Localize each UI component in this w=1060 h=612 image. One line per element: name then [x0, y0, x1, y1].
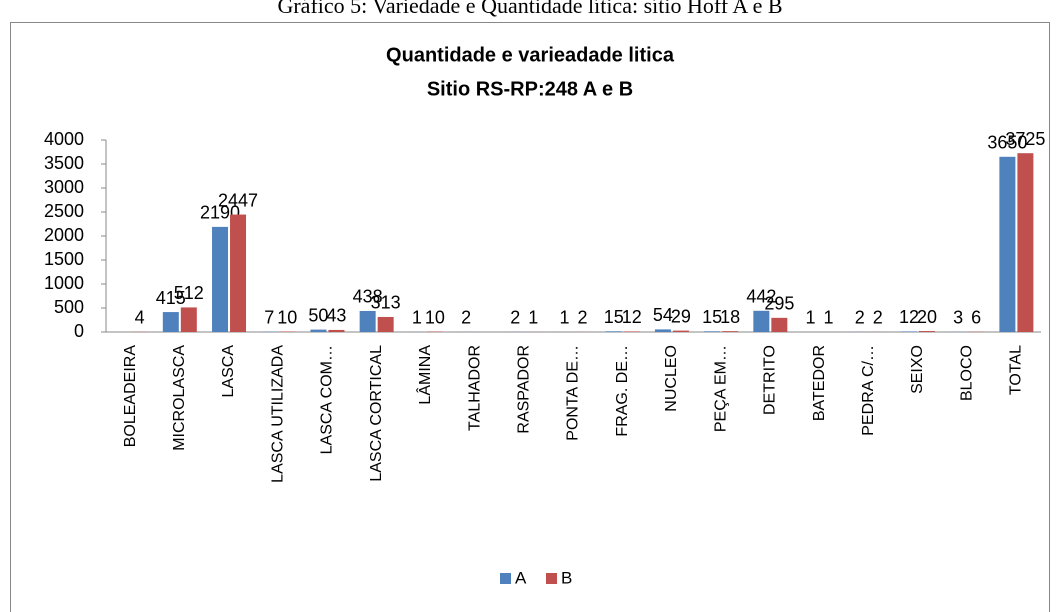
x-tick-label: LASCA COM…	[319, 345, 336, 454]
value-label: 10	[425, 307, 445, 327]
value-label: 43	[326, 306, 346, 326]
bar	[753, 310, 770, 332]
value-label: 15	[604, 307, 624, 327]
legend-label: A	[515, 568, 527, 587]
value-label: 50	[308, 305, 328, 325]
value-label: 2447	[218, 190, 258, 210]
x-tick-label: FRAG. DE…	[614, 345, 631, 437]
value-label: 438	[353, 287, 383, 307]
value-label: 29	[671, 306, 691, 326]
bar	[1017, 153, 1034, 332]
x-tick-label: LASCA UTILIZADA	[269, 345, 286, 483]
bar	[999, 156, 1016, 332]
value-label: 2	[461, 308, 471, 328]
bar	[377, 316, 394, 332]
legend-swatch	[500, 573, 511, 584]
y-tick-label: 500	[54, 297, 84, 317]
value-label: 18	[720, 307, 740, 327]
x-tick-label: SEIXO	[909, 345, 926, 394]
bar	[654, 329, 671, 332]
y-tick-label: 1000	[44, 273, 84, 293]
bar	[180, 307, 197, 332]
value-label: 1	[412, 308, 422, 328]
x-tick-label: BOLEADEIRA	[122, 345, 139, 448]
x-tick-label: TALHADOR	[466, 345, 483, 431]
bar	[605, 331, 622, 332]
value-label: 6	[971, 307, 981, 327]
value-label: 1	[559, 308, 569, 328]
x-tick-label: LASCA	[220, 345, 237, 398]
x-tick-label: LASCA CORTICAL	[368, 345, 385, 482]
value-label: 3	[953, 308, 963, 328]
bar	[162, 312, 179, 332]
bar	[328, 329, 345, 332]
bar	[672, 330, 689, 332]
y-tick-label: 2500	[44, 201, 84, 221]
bar	[918, 331, 935, 332]
value-label: 2	[873, 308, 883, 328]
x-tick-label: LÂMINA	[415, 345, 434, 405]
bar	[722, 331, 739, 332]
x-tick-label: PEDRA C/…	[860, 345, 877, 436]
bar	[310, 329, 327, 332]
bar	[230, 214, 247, 332]
bar	[359, 310, 376, 332]
caption: Gráfico 5: Variedade e Quantidade lítica…	[277, 0, 782, 18]
y-tick-label: 4000	[44, 129, 84, 149]
x-tick-label: RASPADOR	[516, 345, 533, 434]
y-tick-label: 1500	[44, 249, 84, 269]
y-tick-label: 3000	[44, 177, 84, 197]
chart-subtitle: Sitio RS-RP:248 A e B	[427, 78, 633, 100]
bar	[212, 226, 229, 332]
value-label: 295	[764, 294, 794, 314]
value-label: 12	[622, 307, 642, 327]
value-label: 442	[746, 287, 776, 307]
value-label: 1	[824, 308, 834, 328]
x-tick-label: BLOCO	[958, 345, 975, 401]
x-tick-label: DETRITO	[762, 345, 779, 415]
value-label: 1	[806, 308, 816, 328]
legend-label: B	[561, 568, 572, 587]
value-label: 2	[577, 308, 587, 328]
value-label: 415	[156, 288, 186, 308]
y-tick-label: 3500	[44, 153, 84, 173]
x-tick-label: MICROLASCA	[171, 345, 188, 451]
x-tick-label: PONTA DE…	[565, 345, 582, 441]
value-label: 3650	[987, 133, 1027, 153]
value-label: 2	[855, 308, 865, 328]
bar	[623, 331, 640, 332]
legend-swatch	[546, 573, 557, 584]
y-tick-label: 0	[74, 321, 84, 341]
bar	[771, 317, 788, 332]
value-label: 54	[653, 305, 673, 325]
value-label: 7	[264, 307, 274, 327]
value-label: 512	[174, 283, 204, 303]
value-label: 10	[277, 307, 297, 327]
value-label: 313	[371, 293, 401, 313]
value-label: 1	[528, 308, 538, 328]
value-label: 4	[135, 308, 145, 328]
value-label: 12	[899, 307, 919, 327]
bar	[704, 331, 721, 332]
value-label: 2	[510, 308, 520, 328]
value-label: 20	[917, 307, 937, 327]
x-tick-label: PEÇA EM…	[712, 345, 729, 432]
x-tick-label: TOTAL	[1008, 345, 1025, 395]
value-label: 3725	[1005, 129, 1045, 149]
bar	[900, 331, 917, 332]
value-label: 15	[702, 307, 722, 327]
y-tick-label: 2000	[44, 225, 84, 245]
x-tick-label: NUCLEO	[663, 345, 680, 412]
x-tick-label: BATEDOR	[811, 345, 828, 421]
chart-title: Quantidade e varieadade litica	[386, 44, 675, 66]
